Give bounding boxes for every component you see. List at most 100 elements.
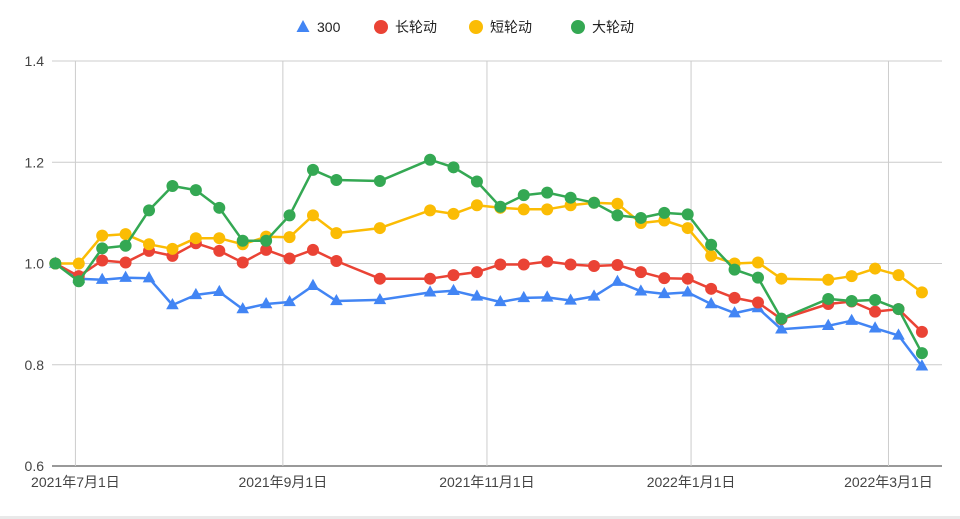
data-point: [189, 287, 203, 300]
data-point: [704, 297, 718, 309]
data-point: [775, 272, 788, 285]
data-point: [447, 283, 460, 296]
legend-label: 长轮动: [395, 19, 437, 35]
data-point: [751, 271, 764, 284]
data-point: [588, 196, 601, 209]
data-point: [119, 228, 132, 241]
data-point: [705, 282, 718, 295]
data-point: [541, 203, 554, 216]
data-point: [915, 325, 928, 338]
data-point: [373, 222, 386, 235]
data-point: [564, 258, 577, 271]
data-point: [283, 209, 296, 222]
data-point: [470, 266, 483, 279]
data-point: [447, 207, 460, 220]
data-point: [306, 163, 319, 176]
data-point: [72, 257, 85, 270]
y-tick-label: 0.6: [25, 458, 45, 474]
data-point: [892, 328, 905, 340]
data-point: [541, 255, 554, 268]
data-point: [751, 296, 764, 309]
data-point: [611, 259, 624, 272]
data-point: [705, 249, 718, 262]
data-point: [470, 199, 483, 212]
legend-marker: [374, 20, 388, 34]
data-point: [611, 197, 624, 210]
data-point: [189, 184, 202, 197]
data-point: [166, 180, 179, 193]
data-point: [330, 173, 343, 186]
data-point: [588, 260, 601, 273]
data-point: [119, 256, 132, 269]
data-point: [494, 258, 507, 271]
data-point: [681, 222, 694, 235]
data-point: [634, 211, 647, 224]
data-point: [330, 254, 343, 267]
data-point: [95, 272, 109, 284]
data-point: [517, 290, 531, 303]
data-point: [260, 243, 273, 256]
data-point: [868, 321, 882, 333]
data-point: [611, 209, 624, 222]
data-point: [424, 204, 437, 217]
data-point: [541, 186, 554, 199]
data-point: [283, 252, 296, 265]
data-point: [143, 238, 156, 251]
data-point: [634, 284, 648, 296]
legend-label: 大轮动: [592, 19, 634, 35]
data-point: [236, 234, 249, 247]
data-point: [775, 322, 788, 334]
data-point: [236, 302, 250, 314]
data-point: [470, 289, 484, 301]
data-point: [260, 234, 273, 247]
data-point: [306, 209, 319, 222]
series-line: [54, 158, 924, 354]
series-1: [49, 237, 928, 338]
data-point: [658, 272, 671, 285]
series-3: [49, 153, 928, 360]
y-tick-label: 1.0: [25, 256, 45, 272]
data-point: [681, 272, 694, 285]
data-point: [845, 294, 858, 307]
data-point: [587, 289, 601, 301]
data-point: [657, 286, 671, 299]
data-point: [728, 306, 741, 318]
data-point: [373, 174, 386, 187]
data-point: [915, 359, 929, 371]
data-point: [447, 161, 460, 174]
data-point: [775, 312, 788, 325]
data-point: [213, 232, 226, 245]
data-point: [373, 292, 387, 305]
data-point: [915, 347, 928, 360]
data-point: [143, 204, 156, 217]
data-point: [705, 238, 718, 251]
data-point: [869, 262, 882, 275]
data-point: [236, 256, 249, 269]
y-tick-label: 1.4: [25, 53, 45, 69]
data-point: [306, 243, 319, 256]
data-point: [634, 266, 647, 279]
data-point: [142, 271, 156, 283]
chart-legend: 300 长轮动 短轮动 大轮动: [296, 19, 634, 35]
series-2: [49, 196, 928, 299]
data-point: [423, 285, 437, 297]
data-point: [373, 272, 386, 285]
data-point: [564, 293, 577, 305]
data-point: [845, 270, 858, 283]
data-point: [869, 305, 882, 318]
data-point: [869, 293, 882, 306]
data-point: [728, 291, 741, 304]
x-tick-label: 2022年1月1日: [647, 474, 736, 490]
data-point: [283, 231, 296, 244]
legend-label: 短轮动: [490, 19, 532, 35]
y-axis: 0.6 0.8 1.0 1.2 1.4: [25, 53, 45, 474]
legend-label: 300: [317, 19, 341, 35]
data-point: [658, 206, 671, 219]
data-point: [915, 286, 928, 299]
x-tick-label: 2022年3月1日: [844, 474, 933, 490]
data-point: [611, 274, 624, 286]
x-tick-label: 2021年7月1日: [31, 474, 120, 490]
data-point: [96, 229, 109, 242]
data-point: [259, 297, 273, 309]
bottom-divider: [0, 516, 960, 519]
